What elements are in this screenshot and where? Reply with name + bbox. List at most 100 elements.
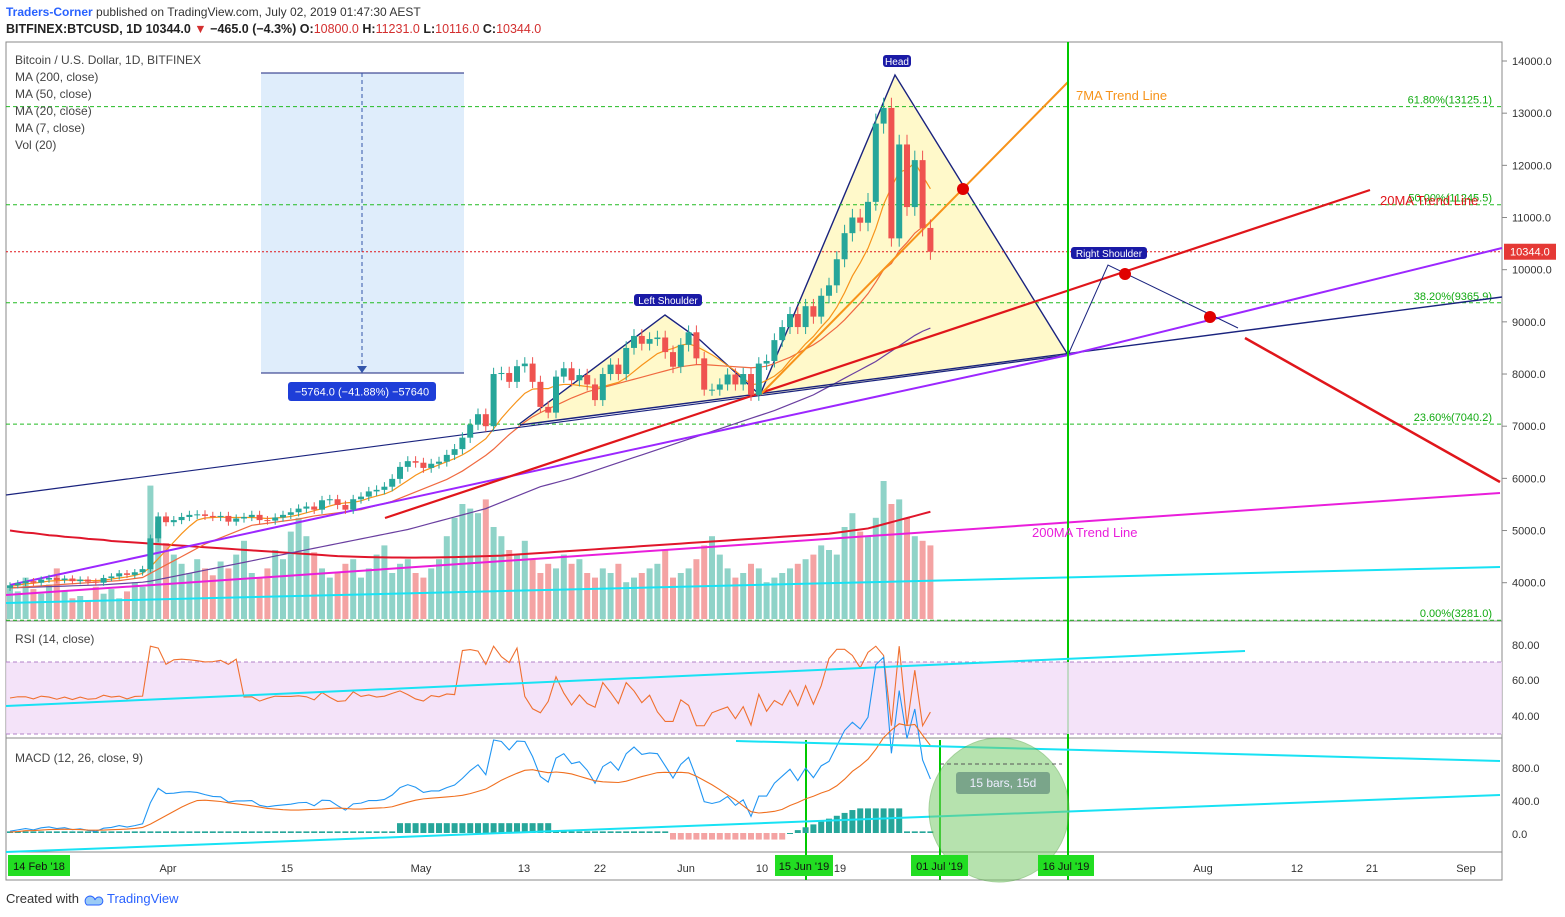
macd-histogram-bar (131, 831, 138, 833)
volume-bar (709, 536, 715, 619)
macd-histogram-bar (373, 831, 380, 833)
time-tick-label: May (411, 863, 432, 875)
volume-bar (833, 554, 840, 619)
macd-histogram-bar (599, 831, 606, 833)
macd-histogram-bar (475, 823, 481, 833)
volume-bar (77, 596, 84, 619)
macd-histogram-bar (248, 831, 255, 833)
volume-bar (662, 550, 669, 619)
macd-histogram-bar (927, 831, 934, 833)
macd-histogram-bar (646, 831, 653, 833)
footer-brand[interactable]: TradingView (106, 891, 179, 906)
candle-body (280, 514, 286, 518)
volume-bar (373, 554, 380, 619)
macd-histogram-bar (865, 808, 871, 833)
candle-body (381, 486, 388, 490)
macd-histogram-bar (592, 831, 598, 833)
volume-bar (849, 513, 856, 619)
left-shoulder-label: Left Shoulder (638, 296, 698, 307)
macd-histogram-bar (311, 831, 318, 833)
price-tick-label: 8000.0 (1512, 369, 1546, 381)
macd-histogram-bar (443, 823, 450, 833)
macd-histogram-bar (880, 808, 887, 833)
volume-bar (888, 504, 895, 619)
candle-body (584, 375, 591, 385)
macd-histogram-bar (631, 831, 637, 833)
macd-histogram-bar (256, 831, 263, 833)
macd-histogram-bar (358, 831, 364, 833)
candle-body (287, 512, 294, 515)
candle-body (763, 360, 770, 364)
author-link[interactable]: Traders-Corner (6, 5, 93, 19)
time-highlight-box (775, 855, 833, 876)
macd-histogram-bar (14, 831, 21, 833)
candle-body (209, 515, 216, 517)
ma7-trend-label: 7MA Trend Line (1076, 88, 1167, 103)
macd-histogram-bar (420, 823, 427, 833)
last-price-tag-label: 10344.0 (1510, 247, 1550, 259)
candle-body (139, 569, 146, 573)
macd-histogram-bar (732, 833, 739, 840)
low-label: L: (423, 22, 436, 36)
fib-label-0: 61.80%(13125.1) (1408, 95, 1492, 107)
volume-bar (927, 545, 934, 619)
volume-bar (506, 550, 513, 619)
ma200-trend-line (5, 492, 1501, 596)
volume-bar (553, 568, 559, 619)
candle-body (389, 478, 396, 487)
volume-bar (272, 550, 279, 619)
candle-body (7, 585, 13, 588)
time-highlight-label: 15 Jun '19 (779, 861, 829, 873)
volume-bar (397, 563, 403, 619)
rsi-tick-label: 40.00 (1512, 711, 1540, 723)
bars-label-box (956, 772, 1050, 794)
volume-bar (646, 568, 653, 619)
candle-body (818, 295, 825, 317)
volume-bar (202, 568, 208, 619)
time-tick-label: 22 (594, 863, 606, 875)
candle-body (53, 578, 60, 581)
fib-label-4: 0.00%(3281.0) (1420, 608, 1492, 620)
fib-label-3: 23.60%(7040.2) (1414, 412, 1492, 424)
macd-histogram-bar (576, 831, 583, 833)
candle-body (350, 499, 357, 510)
candle-body (888, 107, 895, 239)
macd-histogram-bar (498, 823, 505, 833)
macd-histogram-bar (116, 831, 123, 833)
volume-bar (857, 531, 864, 619)
volume-bar (233, 554, 240, 619)
macd-histogram-bar (170, 831, 177, 833)
bars-label: 15 bars, 15d (970, 776, 1037, 790)
candle-body (342, 504, 349, 510)
fib-label-2: 38.20%(9365.9) (1414, 291, 1492, 303)
volume-bar (92, 586, 99, 619)
macd-histogram-bar (716, 833, 723, 840)
candle-body (568, 368, 575, 381)
macd-histogram-bar (654, 831, 661, 833)
price-tick-label: 4000.0 (1512, 578, 1546, 590)
candle-body (124, 573, 130, 575)
macd-histogram-bar (748, 833, 754, 840)
volume-bar (22, 577, 29, 619)
macd-histogram-bar (178, 831, 185, 833)
macd-histogram-bar (342, 831, 349, 833)
ma-line-1 (9, 327, 931, 589)
volume-bar (108, 589, 115, 619)
high-value: 11231.0 (375, 22, 420, 36)
ma20-trend-label: 20MA Trend Line (1380, 193, 1478, 208)
macd-histogram-bar (514, 823, 520, 833)
volume-bar (412, 573, 419, 619)
price-tick-label: 5000.0 (1512, 526, 1546, 538)
legend-volume: Vol (20) (15, 138, 57, 152)
volume-bar (482, 499, 489, 619)
price-change: −465.0 (−4.3%) (210, 22, 297, 36)
candle-body (30, 581, 37, 583)
price-tick-label: 7000.0 (1512, 421, 1546, 433)
candle-body (155, 516, 162, 539)
volume-bar (677, 573, 684, 619)
macd-legend: MACD (12, 26, close, 9) (15, 751, 144, 765)
macd-histogram-bar (755, 833, 762, 840)
candle-body (373, 489, 380, 492)
volume-bar (459, 504, 466, 619)
